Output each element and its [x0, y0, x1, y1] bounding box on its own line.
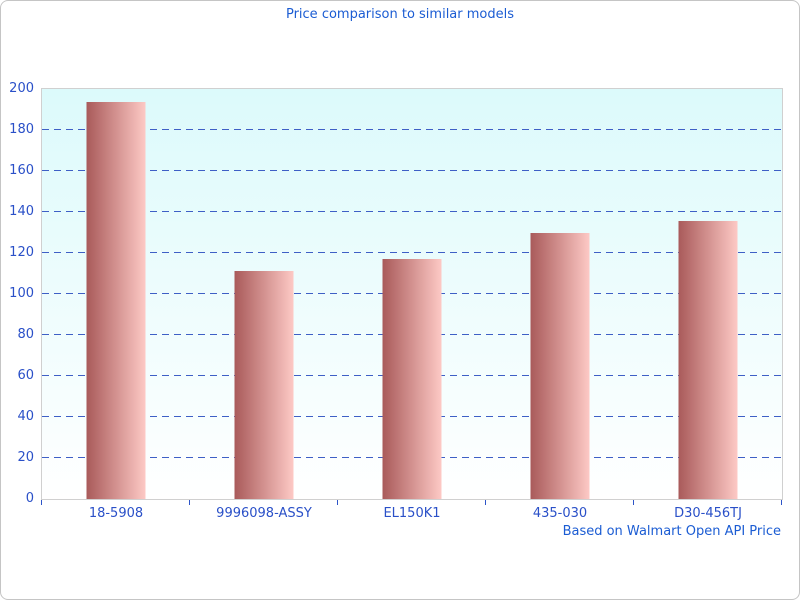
y-axis-tick-label: 100 [9, 286, 34, 301]
bars-layer [42, 89, 782, 499]
y-axis-tick-label: 180 [9, 122, 34, 137]
x-axis-tick [781, 500, 782, 505]
y-axis-tick-label: 60 [17, 368, 34, 383]
gridline [42, 170, 782, 171]
plot-area [41, 88, 783, 500]
y-axis-tick-label: 200 [9, 81, 34, 96]
y-axis-tick-label: 0 [25, 491, 34, 506]
gridline [42, 129, 782, 130]
x-axis-tick [337, 500, 338, 505]
x-axis-category-label: EL150K1 [383, 506, 441, 521]
bar-D30-456TJ [678, 221, 738, 499]
x-axis-category-label: 18-5908 [88, 506, 144, 521]
x-axis-tick [189, 500, 190, 505]
gridline [42, 211, 782, 212]
y-axis-tick-label: 160 [9, 163, 34, 178]
x-axis-labels: 18-5908 9996098-ASSY EL150K1 435-030 D30-456… [42, 506, 782, 521]
x-axis-category-label: 9996098-ASSY [216, 506, 312, 521]
bar-cell [190, 89, 338, 499]
x-axis-tick [633, 500, 634, 505]
bar-9996098-ASSY [234, 271, 294, 499]
y-axis-tick-label: 20 [17, 450, 34, 465]
bar-cell [42, 89, 190, 499]
x-axis-category-label: 435-030 [532, 506, 588, 521]
chart-title: Price comparison to similar models [285, 7, 515, 22]
x-axis-tick [485, 500, 486, 505]
bar-EL150K1 [382, 259, 442, 499]
y-axis-tick-label: 80 [17, 327, 34, 342]
x-axis-tick [41, 500, 42, 505]
y-axis-tick-label: 140 [9, 204, 34, 219]
bar-18-5908 [86, 102, 146, 499]
bar-cell [486, 89, 634, 499]
y-axis-tick-label: 40 [17, 409, 34, 424]
gridline [42, 252, 782, 253]
chart-footnote: Based on Walmart Open API Price [562, 524, 781, 539]
bar-cell [634, 89, 782, 499]
bar-cell [338, 89, 486, 499]
y-axis-tick-label: 120 [9, 245, 34, 260]
bar-435-030 [530, 232, 590, 499]
x-axis-category-label: D30-456TJ [674, 506, 742, 521]
